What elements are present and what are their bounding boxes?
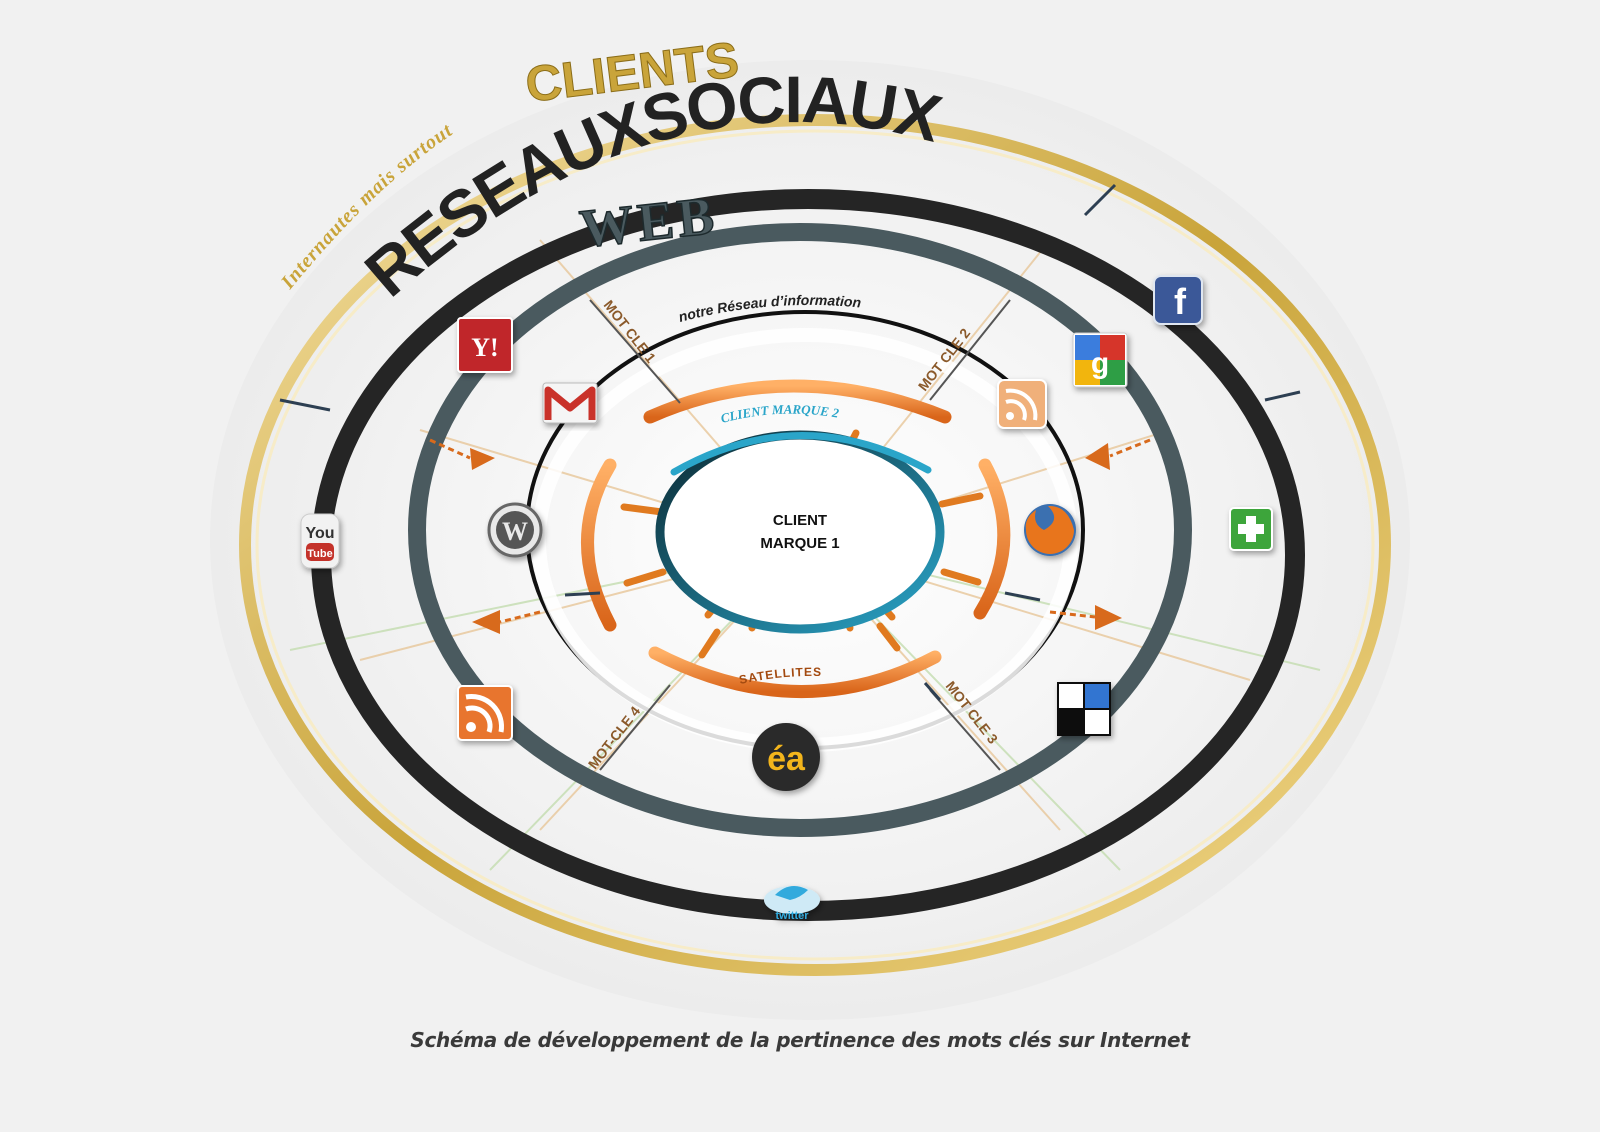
satellite-arcs xyxy=(581,379,1011,698)
twitter-wordmark: twitter xyxy=(776,910,810,922)
facebook-icon-glyph: f xyxy=(1174,281,1187,322)
keyword-lines xyxy=(589,299,1011,771)
google-icon[interactable]: g xyxy=(1072,332,1128,388)
firefox-icon[interactable] xyxy=(1024,504,1076,556)
arrow-out-left xyxy=(472,610,500,634)
arrow-in-right xyxy=(1085,443,1110,470)
outer-gold-ring xyxy=(239,114,1391,976)
arc-top xyxy=(643,379,952,424)
rss-feed-icon-2[interactable] xyxy=(997,379,1047,429)
ea-logo-icon[interactable]: éa xyxy=(752,723,820,791)
twitter-icon[interactable]: twitter xyxy=(764,886,820,922)
web-ring xyxy=(408,223,1192,837)
arrow-in-left xyxy=(470,448,495,470)
diagram-caption: Schéma de développement de la pertinence… xyxy=(410,1028,1190,1052)
ea-logo-glyph: éa xyxy=(767,740,806,778)
gmail-icon[interactable] xyxy=(542,382,598,424)
arrow-out-right xyxy=(1095,605,1122,630)
yahoo-icon[interactable]: Y! xyxy=(457,317,513,373)
arc-right xyxy=(973,458,1011,620)
client-brand-center-ring xyxy=(655,430,945,634)
direction-arrows xyxy=(470,443,1122,634)
youtube-icon[interactable]: You Tube xyxy=(300,513,340,569)
wordpress-icon[interactable]: W xyxy=(487,502,543,558)
dark-spoke-ticks xyxy=(279,183,1301,701)
google-icon-glyph: g xyxy=(1091,347,1109,380)
rss-feed-icon[interactable] xyxy=(457,685,513,741)
arc-bottom xyxy=(648,646,942,698)
client-brand2-arc xyxy=(670,432,932,476)
arrow-tails xyxy=(429,438,1151,624)
wordpress-icon-glyph: W xyxy=(502,517,528,546)
center-label-line1: CLIENT xyxy=(773,512,827,529)
youtube-icon-top: You xyxy=(305,525,334,542)
youtube-icon-bottom: Tube xyxy=(307,548,332,560)
delicious-icon[interactable] xyxy=(1057,682,1111,736)
facebook-icon[interactable]: f xyxy=(1153,275,1203,325)
yahoo-icon-glyph: Y! xyxy=(471,333,498,362)
center-label-line2: MARQUE 1 xyxy=(760,535,839,552)
add-plus-icon[interactable] xyxy=(1229,507,1273,551)
outer-gold-ring-inner xyxy=(255,129,1375,961)
arc-left xyxy=(581,458,617,632)
